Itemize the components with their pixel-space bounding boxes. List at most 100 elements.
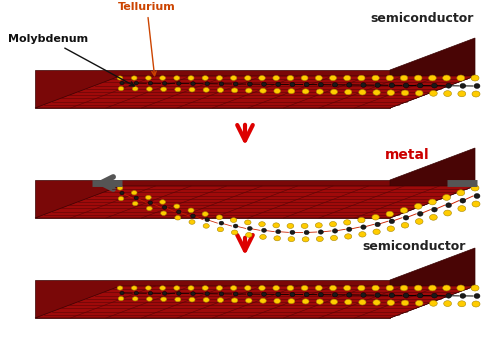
Ellipse shape (274, 236, 280, 241)
Ellipse shape (288, 237, 295, 242)
Ellipse shape (273, 223, 280, 228)
Ellipse shape (460, 83, 466, 88)
Ellipse shape (160, 211, 166, 215)
Ellipse shape (458, 91, 466, 97)
Ellipse shape (120, 81, 124, 85)
Ellipse shape (203, 224, 209, 228)
Ellipse shape (146, 76, 152, 80)
Ellipse shape (117, 286, 123, 290)
Ellipse shape (290, 292, 295, 297)
Ellipse shape (134, 196, 138, 200)
Ellipse shape (230, 76, 237, 80)
Ellipse shape (218, 88, 224, 93)
Ellipse shape (302, 299, 309, 304)
Ellipse shape (202, 212, 208, 216)
Ellipse shape (358, 285, 365, 291)
Polygon shape (35, 280, 390, 318)
Ellipse shape (248, 227, 252, 230)
Ellipse shape (202, 286, 208, 290)
Ellipse shape (386, 285, 394, 291)
Ellipse shape (189, 87, 195, 92)
Ellipse shape (174, 204, 180, 209)
Ellipse shape (346, 293, 352, 297)
Ellipse shape (248, 292, 252, 296)
Text: semiconductor: semiconductor (370, 12, 474, 25)
Ellipse shape (288, 89, 295, 94)
Ellipse shape (414, 75, 422, 81)
Ellipse shape (260, 234, 266, 239)
Ellipse shape (387, 90, 394, 95)
Ellipse shape (146, 206, 152, 211)
Ellipse shape (472, 301, 480, 307)
Ellipse shape (176, 292, 181, 295)
Ellipse shape (176, 81, 181, 85)
Ellipse shape (233, 224, 238, 228)
Text: Molybdenum: Molybdenum (8, 34, 134, 86)
Ellipse shape (446, 83, 452, 88)
Ellipse shape (146, 87, 152, 91)
Ellipse shape (246, 233, 252, 237)
Ellipse shape (359, 89, 366, 95)
Ellipse shape (118, 297, 124, 301)
Ellipse shape (216, 76, 222, 80)
Ellipse shape (175, 297, 181, 302)
Ellipse shape (372, 75, 380, 81)
Ellipse shape (401, 223, 409, 228)
Ellipse shape (403, 83, 409, 88)
Ellipse shape (373, 90, 380, 95)
Ellipse shape (318, 83, 324, 87)
Ellipse shape (160, 87, 166, 92)
Ellipse shape (472, 91, 480, 97)
Ellipse shape (219, 221, 224, 225)
Ellipse shape (174, 76, 180, 80)
Ellipse shape (373, 300, 380, 305)
Ellipse shape (288, 299, 295, 304)
Ellipse shape (400, 75, 408, 81)
Ellipse shape (175, 87, 181, 92)
Ellipse shape (218, 227, 224, 232)
Ellipse shape (246, 88, 252, 93)
Ellipse shape (316, 285, 322, 290)
Ellipse shape (316, 299, 324, 304)
Ellipse shape (457, 285, 465, 291)
Ellipse shape (358, 217, 365, 223)
Ellipse shape (162, 81, 167, 85)
Ellipse shape (273, 75, 280, 80)
Ellipse shape (359, 299, 366, 305)
Ellipse shape (416, 300, 423, 306)
Ellipse shape (358, 75, 365, 81)
Ellipse shape (330, 89, 338, 94)
Ellipse shape (444, 210, 452, 216)
Ellipse shape (302, 89, 309, 94)
Ellipse shape (346, 83, 352, 87)
Ellipse shape (134, 81, 138, 85)
Ellipse shape (316, 75, 322, 81)
Ellipse shape (344, 285, 351, 291)
Ellipse shape (316, 89, 324, 94)
Ellipse shape (318, 293, 324, 297)
Ellipse shape (414, 285, 422, 291)
Ellipse shape (375, 222, 380, 227)
Ellipse shape (458, 206, 466, 211)
Polygon shape (35, 180, 390, 218)
Ellipse shape (400, 285, 408, 291)
Ellipse shape (258, 222, 266, 227)
Ellipse shape (401, 90, 409, 96)
Ellipse shape (428, 199, 436, 205)
Ellipse shape (287, 285, 294, 290)
Ellipse shape (132, 201, 138, 206)
Ellipse shape (318, 230, 324, 234)
Ellipse shape (401, 300, 409, 306)
Ellipse shape (418, 211, 423, 216)
Ellipse shape (471, 185, 479, 191)
Ellipse shape (446, 293, 452, 298)
Ellipse shape (117, 186, 123, 190)
Ellipse shape (190, 214, 196, 218)
Ellipse shape (276, 292, 280, 297)
Ellipse shape (232, 230, 238, 235)
Ellipse shape (302, 237, 309, 242)
Ellipse shape (471, 75, 479, 81)
Ellipse shape (457, 190, 465, 196)
Ellipse shape (442, 285, 450, 291)
Ellipse shape (346, 227, 352, 232)
